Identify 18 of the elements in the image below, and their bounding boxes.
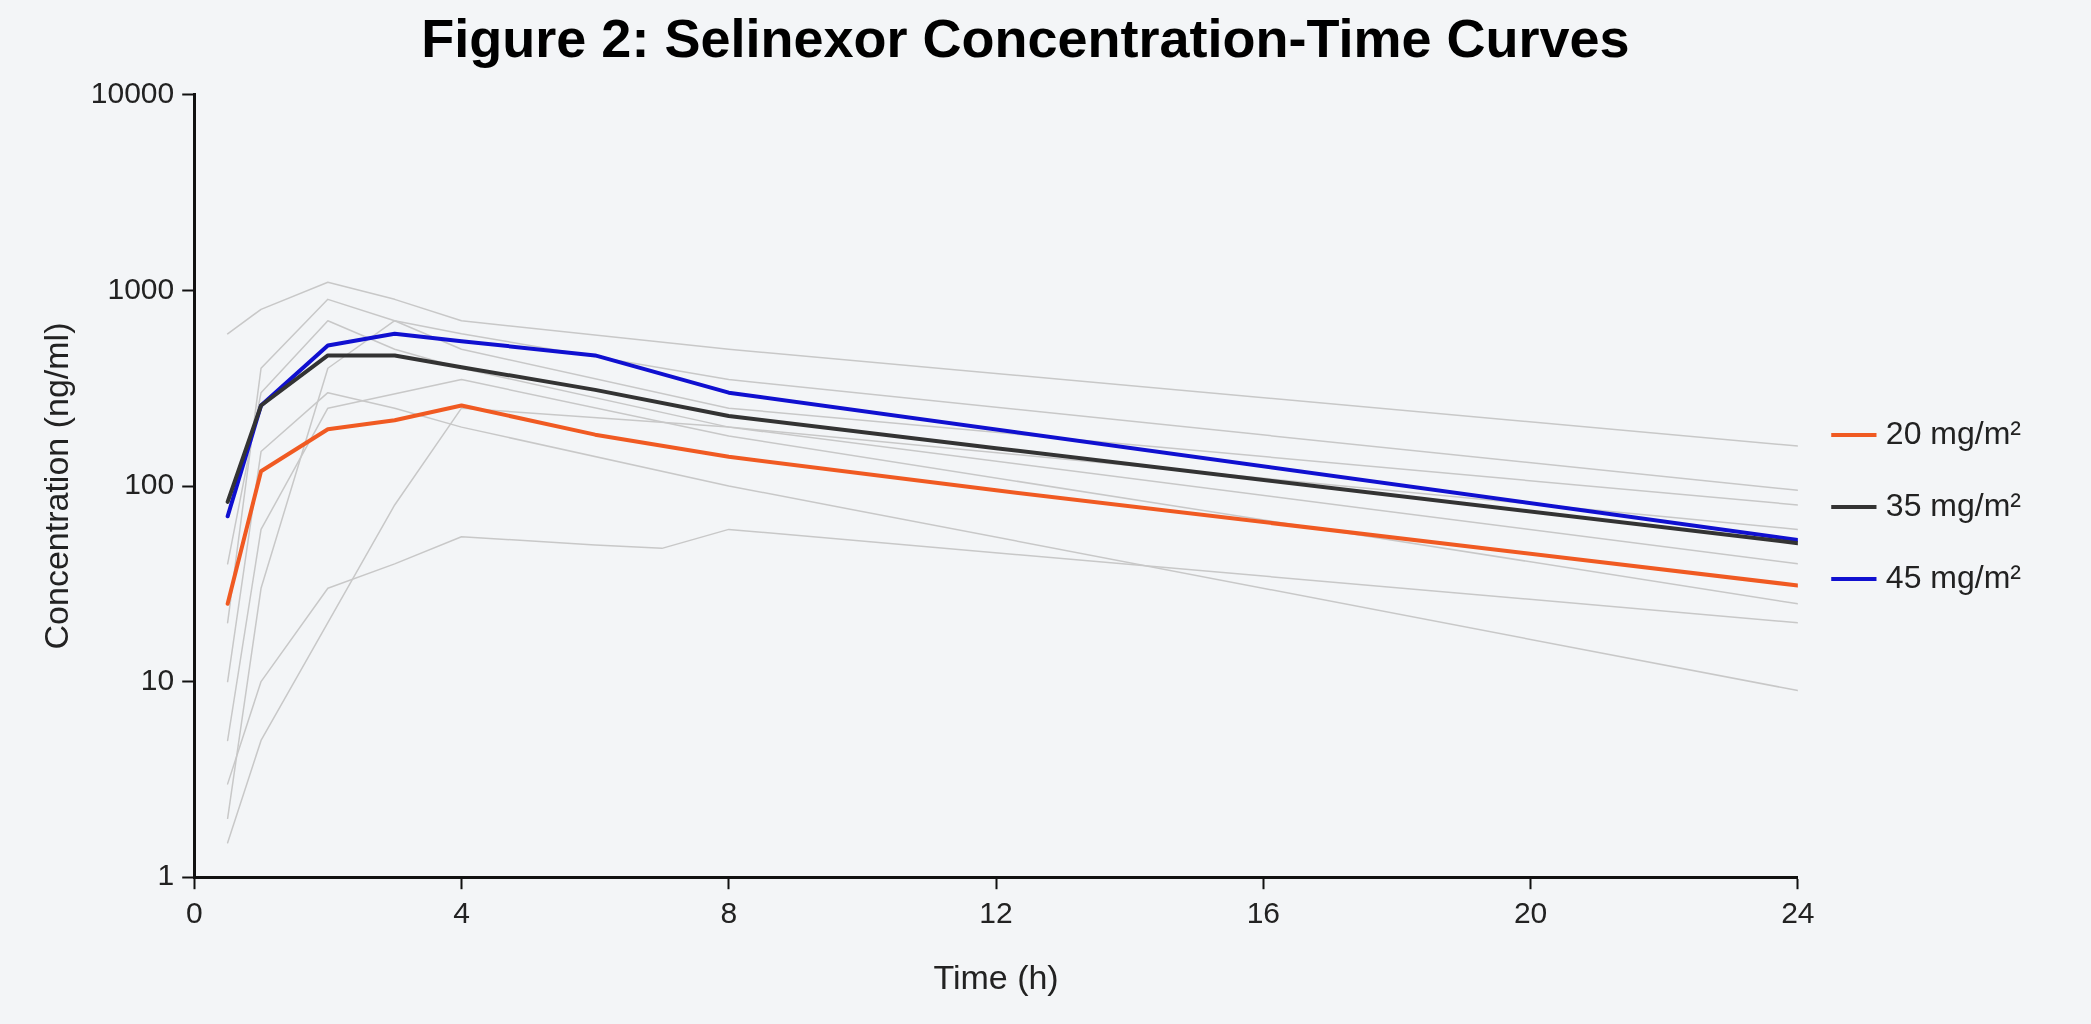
legend-label: 45 mg/m² [1885, 558, 2022, 595]
x-tick-label: 16 [1246, 896, 1280, 930]
legend-label: 35 mg/m² [1885, 486, 2022, 523]
x-tick-label: 24 [1781, 896, 1815, 930]
x-tick-label: 0 [185, 896, 203, 930]
x-axis-title: Time (h) [933, 957, 1059, 996]
legend-label: 20 mg/m² [1885, 414, 2022, 451]
y-tick-label: 10000 [90, 76, 175, 110]
y-axis-title: Concentration (ng/ml) [36, 322, 75, 650]
x-tick-label: 4 [453, 896, 470, 930]
y-tick-label: 1000 [107, 271, 175, 305]
y-tick-label: 100 [124, 467, 175, 501]
x-tick-label: 12 [979, 896, 1013, 930]
chart-title: Figure 2: Selinexor Concentration-Time Curves [421, 8, 1630, 69]
y-tick-label: 1 [157, 858, 175, 892]
x-tick-label: 20 [1513, 896, 1548, 930]
x-tick-label: 8 [720, 896, 738, 930]
y-tick-label: 10 [140, 662, 175, 696]
